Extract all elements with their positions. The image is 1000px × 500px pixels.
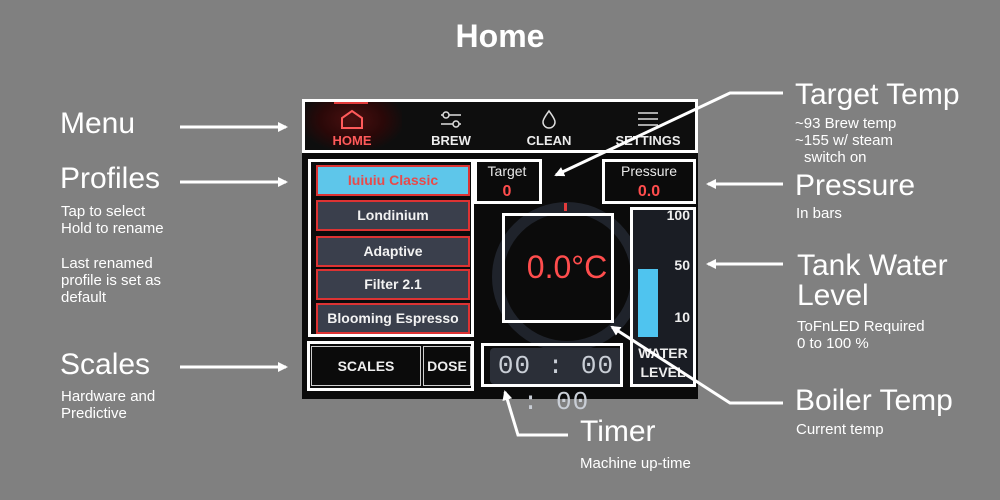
tank-annotation-line2: 0 to 100 % [797, 335, 869, 352]
tank-outline [630, 207, 696, 387]
page-title: Home [455, 18, 545, 54]
profile-item[interactable]: Blooming Espresso [316, 303, 470, 334]
scales-annotation-line2: Predictive [61, 405, 127, 422]
profile-item-selected[interactable]: Iuiuiu Classic [316, 165, 470, 196]
tank-annotation-title-line2: Level [797, 279, 869, 312]
target-label: Target [487, 163, 527, 179]
profile-item[interactable]: Adaptive [316, 236, 470, 267]
tab-clean-label: CLEAN [526, 133, 572, 148]
home-tab-glow [302, 99, 402, 151]
tank-annotation-line1: ToFnLED Required [797, 318, 925, 335]
pressure-label: Pressure [620, 163, 678, 179]
target-temp-annotation-line2: ~155 w/ steam [795, 132, 893, 149]
target-temp-annotation-line1: ~93 Brew temp [795, 115, 897, 132]
tank-tick-50: 50 [674, 257, 690, 273]
target-temp-arrow [554, 91, 783, 177]
pressure-outline [602, 159, 696, 204]
boiler-temp-arrow [610, 325, 783, 405]
menu-icon [598, 109, 698, 129]
boiler-annotation-title: Boiler Temp [795, 384, 953, 417]
tab-clean[interactable]: CLEAN [500, 99, 598, 151]
nav-bar: HOME BREW CLEAN SETTINGS [302, 99, 698, 151]
profiles-annotation-line3: Last renamed [61, 255, 153, 272]
sliders-icon [402, 109, 500, 129]
tab-settings[interactable]: SETTINGS [598, 99, 698, 151]
drop-icon [500, 109, 598, 129]
tab-brew-label: BREW [431, 133, 471, 148]
scales-annotation-line1: Hardware and [61, 388, 156, 405]
tab-settings-label: SETTINGS [615, 133, 681, 148]
dose-button[interactable]: DOSE [423, 346, 471, 386]
pressure-annotation-title: Pressure [795, 169, 916, 202]
target-temp-annotation-line3: switch on [804, 149, 867, 166]
timer-annotation-title: Timer [580, 415, 656, 448]
scales-outline [307, 341, 474, 391]
boiler-temp-value: 0.0°C [526, 249, 608, 285]
uptime-timer: 00 : 00 : 00 [490, 348, 622, 417]
pressure-annotation-line1: In bars [796, 205, 842, 222]
menu-outline [302, 99, 698, 153]
tank-label-line1: WATER [638, 345, 688, 361]
tank-level-fill [638, 269, 658, 337]
timer-outline [481, 343, 623, 387]
home-icon [302, 109, 402, 129]
scales-annotation-title: Scales [60, 348, 151, 381]
timer-annotation-line1: Machine up-time [580, 455, 691, 472]
pressure-value: 0.0 [637, 183, 661, 200]
boiler-outline [502, 213, 614, 323]
profiles-annotation-line4: profile is set as [61, 272, 162, 289]
target-temp-annotation-title: Target Temp [795, 78, 960, 111]
tank-tick-10: 10 [674, 309, 690, 325]
boiler-annotation-line1: Current temp [796, 421, 884, 438]
gauge-marker [564, 203, 567, 211]
tab-home-label: HOME [332, 133, 372, 148]
profile-item[interactable]: Filter 2.1 [316, 269, 470, 300]
tank-annotation-title-line1: Tank Water [797, 249, 948, 282]
profiles-annotation-line1: Tap to select [61, 203, 146, 220]
scales-button[interactable]: SCALES [311, 346, 421, 386]
profiles-outline [308, 159, 474, 337]
target-value: 0 [502, 183, 512, 200]
menu-annotation-title: Menu [60, 107, 136, 140]
profiles-annotation-line5: default [61, 289, 107, 306]
device-screen: HOME BREW CLEAN SETTINGS Iuiuiu Classic … [302, 99, 698, 417]
target-outline [474, 159, 542, 204]
tank-tick-100: 100 [666, 207, 690, 223]
tab-brew[interactable]: BREW [402, 99, 500, 151]
profiles-annotation-line2: Hold to rename [61, 220, 164, 237]
profile-item[interactable]: Londinium [316, 200, 470, 231]
profiles-annotation-title: Profiles [60, 162, 161, 195]
timer-arrow [502, 390, 568, 437]
